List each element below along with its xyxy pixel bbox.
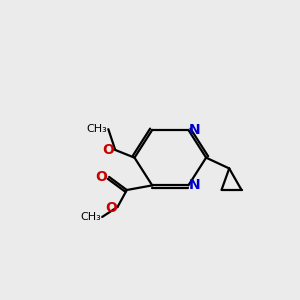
Text: O: O [105, 201, 117, 215]
Text: O: O [103, 143, 115, 157]
Text: N: N [189, 123, 201, 137]
Text: O: O [96, 170, 108, 184]
Text: CH₃: CH₃ [87, 124, 108, 134]
Text: CH₃: CH₃ [81, 212, 101, 222]
Text: N: N [189, 178, 201, 192]
